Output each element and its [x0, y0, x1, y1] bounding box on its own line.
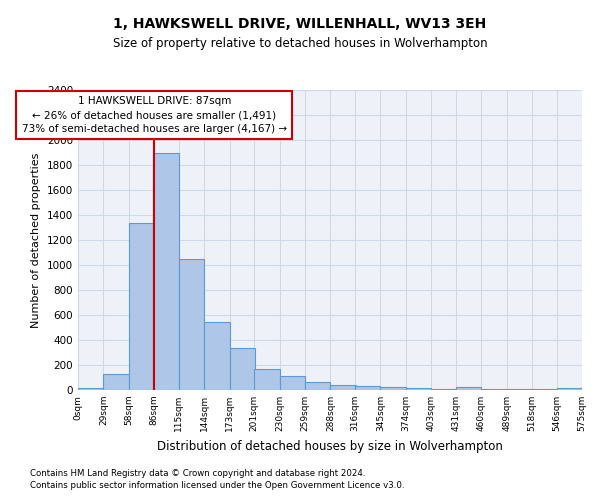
- Bar: [331, 385, 356, 390]
- Bar: [154, 152, 179, 390]
- Bar: [406, 388, 431, 390]
- Bar: [204, 322, 230, 390]
- Bar: [254, 369, 280, 390]
- Bar: [456, 387, 481, 390]
- Bar: [78, 388, 103, 390]
- Bar: [305, 382, 331, 390]
- Bar: [557, 388, 582, 390]
- Bar: [431, 388, 457, 390]
- Y-axis label: Number of detached properties: Number of detached properties: [31, 152, 41, 328]
- Bar: [280, 376, 305, 390]
- Bar: [129, 222, 154, 390]
- Text: Contains public sector information licensed under the Open Government Licence v3: Contains public sector information licen…: [30, 481, 404, 490]
- Bar: [230, 348, 255, 390]
- Text: Size of property relative to detached houses in Wolverhampton: Size of property relative to detached ho…: [113, 38, 487, 51]
- Text: 1 HAWKSWELL DRIVE: 87sqm
← 26% of detached houses are smaller (1,491)
73% of sem: 1 HAWKSWELL DRIVE: 87sqm ← 26% of detach…: [22, 96, 287, 134]
- Bar: [355, 386, 380, 390]
- X-axis label: Distribution of detached houses by size in Wolverhampton: Distribution of detached houses by size …: [157, 440, 503, 452]
- Text: 1, HAWKSWELL DRIVE, WILLENHALL, WV13 3EH: 1, HAWKSWELL DRIVE, WILLENHALL, WV13 3EH: [113, 18, 487, 32]
- Bar: [103, 374, 129, 390]
- Bar: [380, 387, 406, 390]
- Bar: [179, 260, 204, 390]
- Text: Contains HM Land Registry data © Crown copyright and database right 2024.: Contains HM Land Registry data © Crown c…: [30, 468, 365, 477]
